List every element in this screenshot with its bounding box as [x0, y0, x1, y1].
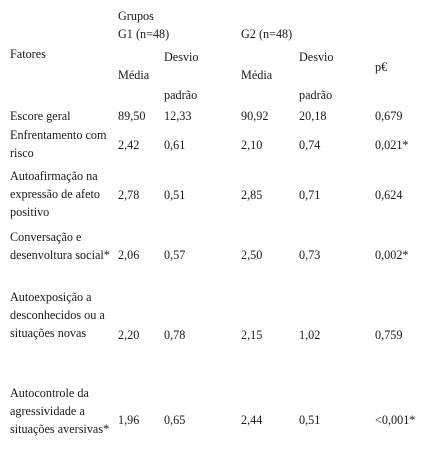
header-g2-desvio: Desvio: [299, 50, 334, 64]
row-g1-media: 89,50: [118, 109, 146, 123]
row-p: 0,624: [375, 188, 403, 202]
row-g2-dp: 0,51: [299, 413, 321, 427]
header-g2-media: Média: [241, 68, 273, 82]
header-g1-desvio: Desvio: [164, 50, 199, 64]
header-fatores: Fatores: [10, 47, 46, 61]
row-g1-dp: 0,61: [164, 138, 186, 152]
header-p: p€: [375, 60, 388, 74]
row-g1-dp: 12,33: [164, 109, 192, 123]
row-factor: Autocontrole da agressividade a situaçõe…: [10, 386, 110, 436]
header-g1-media: Média: [118, 68, 150, 82]
row-g1-dp: 0,65: [164, 413, 186, 427]
row-factor: Conversação e desenvoltura social*: [10, 230, 110, 262]
row-p: <0,001*: [375, 413, 416, 427]
row-g2-dp: 0,73: [299, 248, 321, 262]
row-g2-dp: 20,18: [299, 109, 327, 123]
row-g2-dp: 0,71: [299, 188, 321, 202]
row-p: 0,002*: [375, 248, 409, 262]
row-factor: Enfrentamento com risco: [10, 128, 107, 160]
row-factor: Autoexposição a desconhecidos ou a situa…: [10, 290, 105, 340]
header-g2: G2 (n=48): [241, 27, 293, 41]
row-g2-media: 90,92: [241, 109, 269, 123]
row-g1-dp: 0,51: [164, 188, 186, 202]
row-g2-dp: 0,74: [299, 138, 321, 152]
row-p: 0,679: [375, 109, 403, 123]
header-g1-padrao: padrão: [164, 88, 198, 102]
header-g2-padrao: padrão: [299, 88, 333, 102]
row-g2-media: 2,85: [241, 188, 263, 202]
row-g2-dp: 1,02: [299, 328, 321, 342]
row-g1-dp: 0,78: [164, 328, 186, 342]
row-p: 0,759: [375, 328, 403, 342]
row-g1-media: 2,20: [118, 328, 140, 342]
row-g2-media: 2,15: [241, 328, 263, 342]
header-grupos: Grupos: [118, 9, 154, 23]
row-factor: Autoafirmação na expressão de afeto posi…: [10, 169, 101, 219]
row-g2-media: 2,44: [241, 413, 263, 427]
row-g1-media: 2,78: [118, 188, 140, 202]
row-g1-dp: 0,57: [164, 248, 186, 262]
header-g1: G1 (n=48): [118, 27, 170, 41]
row-g1-media: 1,96: [118, 413, 140, 427]
row-g2-media: 2,10: [241, 138, 263, 152]
row-g1-media: 2,06: [118, 248, 140, 262]
row-g2-media: 2,50: [241, 248, 263, 262]
row-p: 0,021*: [375, 138, 409, 152]
row-factor: Escore geral: [10, 109, 71, 123]
row-g1-media: 2,42: [118, 138, 140, 152]
